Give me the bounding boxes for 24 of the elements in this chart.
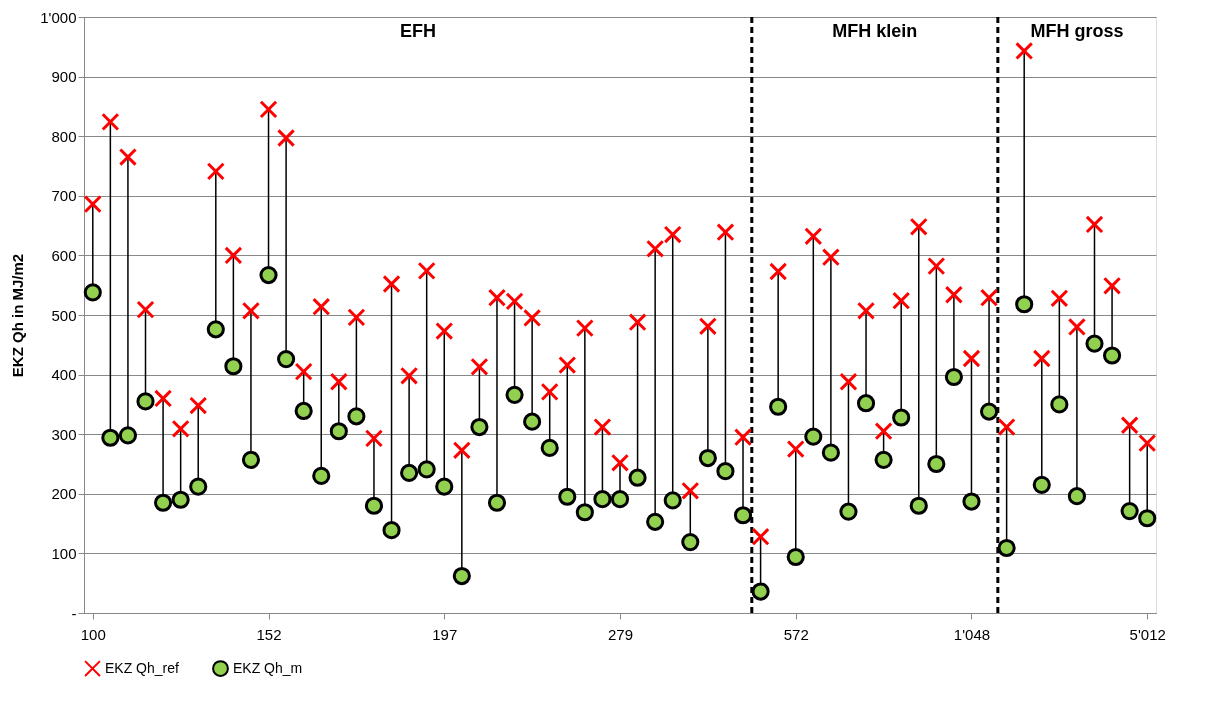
annotation: MFH gross — [1030, 21, 1124, 41]
x-tick-label: 152 — [256, 625, 282, 643]
y-tick-label: 100 — [51, 544, 77, 562]
y-axis-title: EKZ Qh in MJ/m2 — [9, 253, 27, 378]
x-tick-label: 279 — [607, 625, 634, 643]
annotation: MFH klein — [832, 21, 918, 41]
legend-label: EKZ Qh_m — [233, 659, 303, 676]
y-tick-label: 200 — [51, 485, 77, 503]
y-tick-label: 900 — [51, 68, 77, 86]
y-tick-label: - — [71, 604, 77, 622]
annotation: EFH — [399, 21, 436, 41]
y-tick-label: 700 — [51, 187, 77, 205]
y-tick-label: 600 — [51, 246, 77, 264]
y-tick-label: 400 — [51, 366, 77, 384]
y-tick-label: 1'000 — [40, 8, 77, 26]
legend-label: EKZ Qh_ref — [105, 659, 180, 676]
y-tick-label: 500 — [51, 306, 77, 324]
x-tick-label: 197 — [432, 625, 458, 643]
y-tick-label: 300 — [51, 425, 77, 443]
y-tick-label: 800 — [51, 127, 77, 145]
x-tick-label: 5'012 — [1129, 625, 1166, 643]
x-tick-label: 572 — [783, 625, 809, 643]
x-tick-label: 1'048 — [953, 625, 991, 643]
x-tick-label: 100 — [80, 625, 106, 643]
